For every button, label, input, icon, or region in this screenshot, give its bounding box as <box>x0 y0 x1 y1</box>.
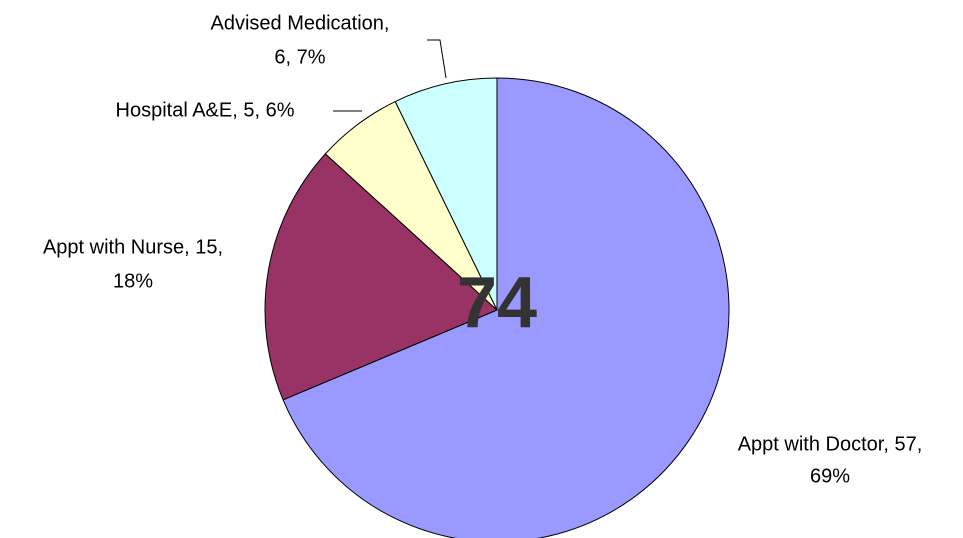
slice-label: Hospital A&E, 5, 6% <box>116 99 295 121</box>
slice-label: 69% <box>810 465 850 487</box>
leader-line <box>427 39 447 79</box>
center-label: 74 <box>457 263 537 343</box>
pie-slice <box>282 77 730 538</box>
pie-slice <box>264 153 498 401</box>
pie <box>264 77 730 538</box>
slice-label: 6, 7% <box>274 46 325 68</box>
pie-slice <box>394 77 498 311</box>
slice-label: Appt with Nurse, 15, <box>43 236 223 258</box>
slice-label: 18% <box>113 270 153 292</box>
slice-label: Advised Medication, <box>211 12 390 34</box>
slice-label: Appt with Doctor, 57, <box>738 433 923 455</box>
